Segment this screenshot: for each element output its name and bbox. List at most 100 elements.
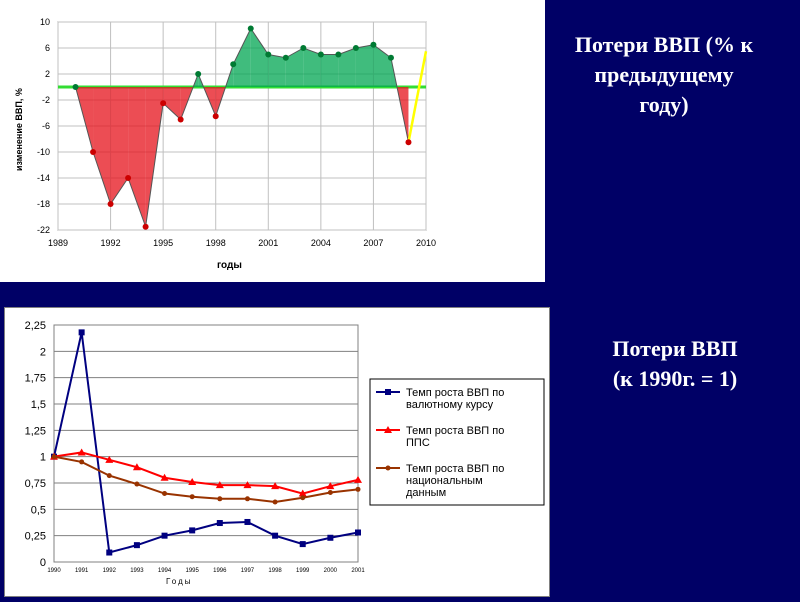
caption-gdp-loss-index: Потери ВВП (к 1990г. = 1) <box>560 334 790 394</box>
series-marker <box>79 459 85 465</box>
legend-box <box>369 378 545 506</box>
data-point <box>282 54 289 61</box>
x-tick-label: 1992 <box>103 568 117 574</box>
series-marker <box>162 491 168 497</box>
data-point <box>72 84 79 90</box>
series-line <box>53 455 359 503</box>
series-marker <box>300 495 306 501</box>
data-point <box>300 45 307 51</box>
data-point <box>195 71 202 77</box>
gdp-index-chart-panel: 0 0,25 0,5 0,75 1 1,25 1,5 1,75 2 2,25 1990 1991 199… <box>4 307 550 597</box>
series-marker <box>188 477 197 485</box>
data-point <box>212 113 219 120</box>
series-marker <box>326 482 335 490</box>
data-point <box>335 51 342 58</box>
series-line <box>53 451 359 495</box>
caption-top-line-2: предыдущему <box>594 62 734 87</box>
data-point <box>177 116 184 123</box>
gdp-decline-area <box>128 87 146 227</box>
caption-bottom-line-1: Потери ВВП <box>612 336 738 361</box>
x-tick-label: 1998 <box>268 568 282 574</box>
gdp-change-chart: 10 6 2 -2 -6 -10 -14 -18 -22 1989 1992 1995 1998 2001… <box>14 17 436 271</box>
legend-marker <box>385 389 391 395</box>
x-tick-label: 2000 <box>324 568 338 574</box>
gdp-decline-area <box>163 87 181 120</box>
y-tick-label: -10 <box>37 147 50 157</box>
gdp-growth-area <box>373 44 391 87</box>
data-point <box>107 201 114 207</box>
x-tick-label: 1989 <box>48 238 68 248</box>
series-marker <box>160 473 169 481</box>
series-marker <box>51 454 57 460</box>
x-tick-label: 1994 <box>158 568 172 574</box>
gdp-growth-area <box>268 54 286 87</box>
legend-marker <box>384 426 392 433</box>
legend-label: Темп роста ВВП по валютному курсу <box>406 387 504 411</box>
gdp-growth-area <box>320 54 339 87</box>
x-tick-label: 1999 <box>296 568 310 574</box>
gdp-growth-area <box>250 28 269 87</box>
series-line <box>53 332 359 554</box>
y-tick-label: 2 <box>45 69 50 79</box>
gdp-growth-area <box>285 48 304 87</box>
series-marker <box>327 489 333 495</box>
x-tick-label: 1993 <box>130 568 144 574</box>
data-point <box>352 45 359 51</box>
data-point <box>370 41 377 48</box>
legend-label: Темп роста ВВП по национальным данным <box>406 463 504 499</box>
data-point <box>405 139 412 146</box>
series-marker <box>244 496 250 502</box>
y-tick-label: -18 <box>37 199 50 209</box>
y-tick-label: -6 <box>42 121 50 131</box>
x-axis-label: Годы <box>166 577 193 586</box>
gdp-decline-area <box>110 87 129 204</box>
data-point <box>230 61 237 68</box>
gdp-change-chart-panel: 10 6 2 -2 -6 -10 -14 -18 -22 1989 1992 1995 1998 2001… <box>0 0 545 282</box>
data-point <box>142 223 149 230</box>
y-tick-label: -22 <box>37 225 50 235</box>
y-tick-label: 0 <box>40 557 46 569</box>
y-axis-label: изменение ВВП, % <box>14 88 24 171</box>
y-tick-label: 2,25 <box>25 320 46 332</box>
series-marker <box>354 475 362 483</box>
series-marker <box>105 455 114 463</box>
gdp-decline-area <box>145 87 164 227</box>
y-tick-label: 2 <box>40 346 46 358</box>
series-marker <box>189 494 195 500</box>
y-tick-label: 10 <box>40 17 50 27</box>
series-marker <box>217 496 223 502</box>
series-marker <box>355 486 361 492</box>
data-point <box>387 54 394 61</box>
x-tick-label: 1990 <box>47 568 61 574</box>
caption-bottom-line-2: (к 1990г. = 1) <box>612 366 738 391</box>
gdp-growth-area <box>233 28 251 87</box>
series-marker <box>271 482 280 490</box>
y-tick-label: 0,75 <box>25 478 46 490</box>
gdp-decline-area <box>93 87 111 204</box>
gdp-growth-area <box>338 48 356 87</box>
series-marker <box>355 529 361 536</box>
series-marker <box>161 532 168 539</box>
gdp-growth-area <box>303 48 321 87</box>
series-marker <box>243 481 252 489</box>
caption-top-line-1: Потери ВВП (% к <box>574 32 754 57</box>
y-tick-label: -2 <box>42 95 50 105</box>
y-tick-label: 0,5 <box>31 504 46 516</box>
legend-label: Темп роста ВВП по ППС <box>406 425 504 449</box>
legend: Темп роста ВВП по валютному курсу Темп рос… <box>369 378 545 506</box>
series-marker <box>106 549 113 556</box>
x-axis-label: годы <box>217 260 242 271</box>
y-tick-label: 1,25 <box>25 425 46 437</box>
x-tick-label: 1997 <box>241 568 255 574</box>
x-tick-label: 2001 <box>351 568 365 574</box>
x-tick-label: 2010 <box>416 238 436 248</box>
projection-line <box>407 51 428 143</box>
data-point <box>317 51 324 58</box>
x-tick-label: 1995 <box>153 238 173 248</box>
y-tick-label: -14 <box>37 173 50 183</box>
series-marker <box>327 534 334 541</box>
series-marker <box>78 329 85 336</box>
y-tick-label: 1,75 <box>25 373 46 385</box>
x-tick-label: 1991 <box>75 568 89 574</box>
series-marker <box>134 481 140 487</box>
